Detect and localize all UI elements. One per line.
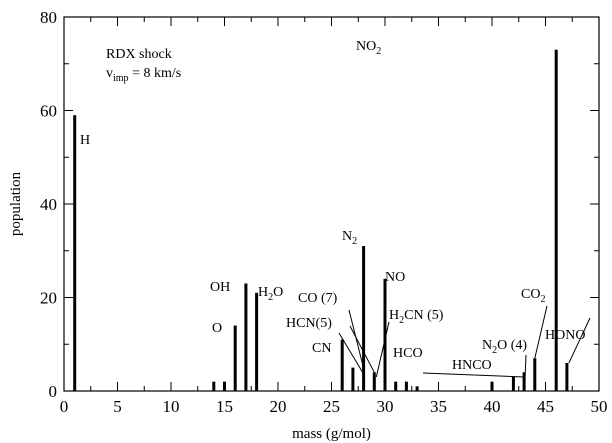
leader-line (422, 372, 525, 378)
species-label: H2CN (5) (389, 308, 444, 326)
x-tick-label: 10 (163, 397, 180, 416)
leader-line (348, 309, 366, 373)
species-label: NO (385, 270, 405, 285)
bar-mass-16 (233, 325, 237, 391)
bar-mass-47 (565, 362, 569, 391)
bar-series (73, 49, 569, 392)
bar-mass-14 (212, 381, 216, 391)
y-tick-label: 80 (40, 8, 57, 27)
bar-mass-32 (404, 381, 408, 391)
species-label: CN (312, 341, 331, 356)
species-label: N2 (342, 229, 357, 247)
annotation-title: RDX shock (106, 47, 172, 62)
x-tick-label: 30 (377, 397, 394, 416)
bar-mass-17 (244, 283, 248, 391)
leader-line (338, 332, 364, 373)
leader-line (534, 305, 548, 359)
species-label: HONO (545, 328, 585, 343)
x-tick-label: 15 (216, 397, 233, 416)
y-tick-label: 0 (49, 382, 58, 401)
leader-line (568, 317, 591, 364)
bar-mass-31 (394, 381, 398, 391)
y-tick-label: 40 (40, 195, 57, 214)
species-label: NO2 (356, 39, 381, 57)
species-label: CO2 (521, 287, 545, 305)
y-axis-title: population (8, 171, 24, 236)
species-label: O (212, 321, 222, 336)
bar-mass-27 (351, 367, 355, 391)
bar-mass-26 (340, 339, 344, 391)
x-tick-label: 25 (323, 397, 340, 416)
tick-labels: 0 5 10 15 20 25 30 35 40 45 50 0 20 40 60 80 (40, 8, 608, 416)
x-tick-label: 45 (537, 397, 554, 416)
x-tick-label: 20 (270, 397, 287, 416)
annotation-velocity: vimp = 8 km/s (106, 66, 181, 84)
x-tick-label: 50 (591, 397, 608, 416)
species-label: HCN(5) (286, 316, 332, 331)
species-label: H2O (258, 285, 283, 303)
bar-mass-18 (255, 292, 259, 391)
species-label: H (80, 133, 90, 148)
species-label: CO (7) (298, 291, 338, 306)
x-tick-label: 40 (484, 397, 501, 416)
leader-lines (338, 305, 591, 378)
bar-mass-1 (73, 115, 77, 392)
species-labels: H O OH H2O N2 CO (7) HCN(5) CN NO H2CN (5) HCO NO2 C… (80, 39, 585, 373)
x-axis-title: mass (g/mol) (292, 426, 371, 442)
bar-mass-42 (511, 376, 515, 391)
bar-mass-28 (362, 246, 366, 391)
y-tick-label: 20 (40, 289, 57, 308)
leader-line (375, 321, 390, 378)
x-tick-label: 0 (60, 397, 69, 416)
bar-mass-29 (372, 372, 376, 391)
leader-line (524, 354, 527, 377)
bar-mass-30 (383, 278, 387, 391)
leader-line (349, 325, 375, 373)
species-label: N2O (4) (482, 338, 527, 356)
species-label: HNCO (452, 358, 492, 373)
bar-mass-33 (415, 386, 419, 391)
x-tick-label: 5 (113, 397, 122, 416)
bar-mass-44 (533, 358, 537, 391)
y-tick-label: 60 (40, 102, 57, 121)
bar-mass-46 (554, 49, 558, 391)
axis-ticks (63, 16, 600, 392)
x-tick-label: 35 (430, 397, 447, 416)
species-label: OH (210, 280, 230, 295)
bar-mass-43 (522, 372, 526, 391)
species-label: HCO (393, 346, 423, 361)
